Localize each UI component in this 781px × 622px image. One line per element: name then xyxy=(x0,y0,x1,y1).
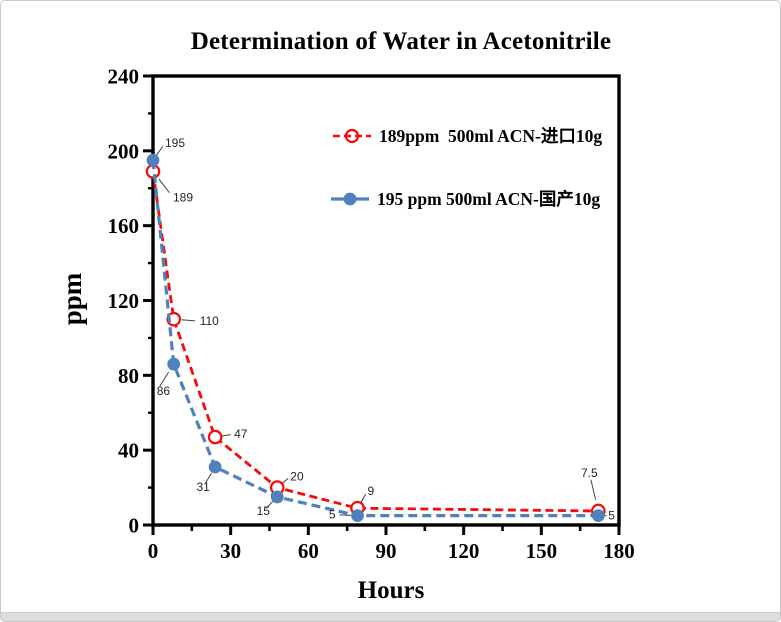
point-label: 31 xyxy=(196,480,210,494)
point-label: 189 xyxy=(173,190,193,204)
legend-marker-open-circle-icon xyxy=(333,128,371,143)
series-line xyxy=(151,160,599,518)
x-tick-label: 0 xyxy=(148,539,159,563)
data-point-marker xyxy=(351,509,364,523)
x-axis-title: Hours xyxy=(357,577,425,604)
legend-item-domestic: 195 ppm 500ml ACN-国产10g xyxy=(330,186,600,211)
data-point-marker xyxy=(146,153,160,167)
data-point-marker xyxy=(207,429,223,445)
x-tick-label: 150 xyxy=(526,539,558,563)
point-label: 110 xyxy=(200,314,219,328)
point-label: 20 xyxy=(290,470,304,484)
chart-title: Determination of Water in Acetonitrile xyxy=(190,28,612,55)
series-line xyxy=(151,171,599,513)
x-tick-label: 60 xyxy=(298,539,319,563)
point-label: 7.5 xyxy=(581,466,598,480)
data-point-marker xyxy=(591,509,605,523)
leader-line xyxy=(156,145,164,156)
y-tick-label: 200 xyxy=(108,139,140,163)
point-label: 5 xyxy=(329,508,336,522)
data-point-marker xyxy=(166,311,182,327)
leader-line xyxy=(339,514,351,516)
leader-line xyxy=(159,371,170,387)
x-tick-label: 180 xyxy=(603,539,635,563)
legend-label-domestic: 195 ppm 500ml ACN-国产10g xyxy=(377,189,601,209)
leader-line xyxy=(204,472,212,484)
y-tick-label: 40 xyxy=(118,439,139,463)
y-tick-label: 0 xyxy=(129,514,140,538)
legend-label-imported: 189ppm 500ml ACN-进口10g xyxy=(379,126,603,146)
x-tick-label: 30 xyxy=(220,539,241,563)
point-label: 15 xyxy=(257,504,271,518)
leader-line xyxy=(220,434,231,437)
point-label: 9 xyxy=(368,484,375,498)
y-axis-title: ppm xyxy=(57,272,87,326)
leader-line xyxy=(265,500,274,509)
y-tick-label: 160 xyxy=(108,214,140,238)
y-tick-label: 80 xyxy=(118,364,139,388)
y-tick-label: 240 xyxy=(108,65,140,89)
leader-line xyxy=(158,178,170,194)
leader-line xyxy=(181,319,196,322)
legend-marker-filled-circle-icon xyxy=(331,192,369,205)
point-label: 86 xyxy=(157,384,171,398)
x-tick-label: 90 xyxy=(376,539,397,563)
data-point-marker xyxy=(167,357,181,371)
leader-line xyxy=(590,479,597,500)
x-tick-label: 120 xyxy=(448,539,480,563)
point-label: 5 xyxy=(608,509,615,523)
data-point-marker xyxy=(270,490,284,504)
legend-item-imported: 189ppm 500ml ACN-进口10g xyxy=(332,123,602,148)
y-tick-label: 120 xyxy=(108,289,140,313)
data-point-marker xyxy=(208,460,222,474)
bottom-strip xyxy=(1,612,780,621)
point-label: 195 xyxy=(165,136,185,150)
leader-line xyxy=(360,493,367,504)
point-label: 47 xyxy=(234,427,248,441)
